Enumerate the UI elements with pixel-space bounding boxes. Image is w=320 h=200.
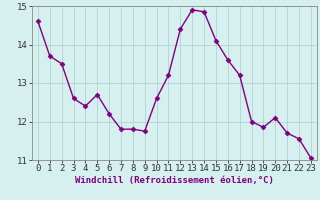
X-axis label: Windchill (Refroidissement éolien,°C): Windchill (Refroidissement éolien,°C) xyxy=(75,176,274,185)
